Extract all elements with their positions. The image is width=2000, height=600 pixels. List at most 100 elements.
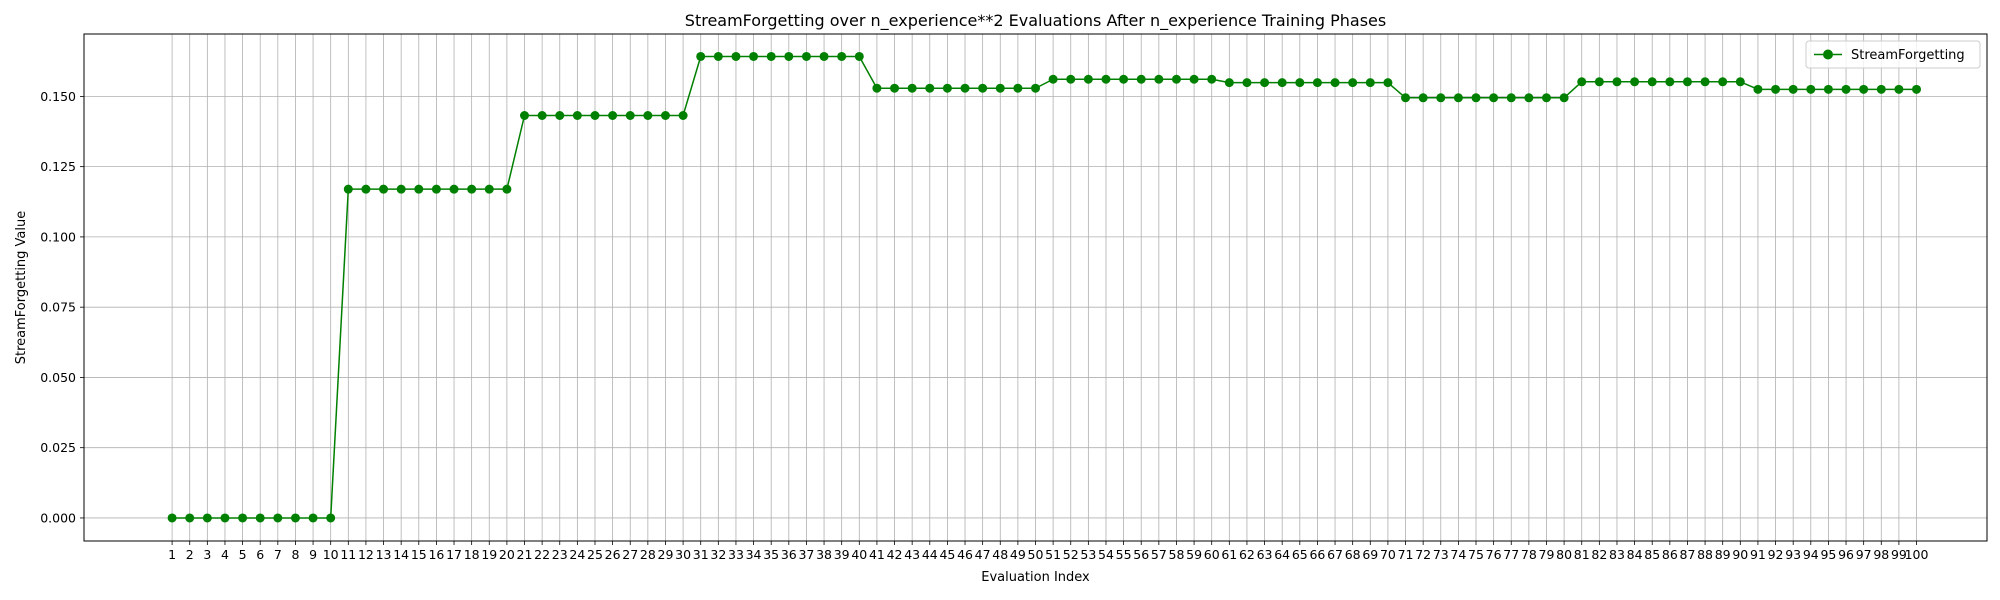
data-point [1401, 93, 1411, 103]
data-point [625, 111, 635, 121]
x-tick-label: 72 [1415, 547, 1431, 562]
data-point [1207, 74, 1217, 84]
x-tick-label: 69 [1362, 547, 1378, 562]
data-point [1630, 77, 1640, 87]
data-point [1330, 78, 1340, 88]
y-tick-label: 0.150 [40, 89, 76, 104]
data-point [608, 111, 618, 121]
data-point [1771, 84, 1781, 94]
x-tick-label: 83 [1609, 547, 1625, 562]
data-point [502, 184, 512, 194]
data-point [1700, 77, 1710, 87]
data-point [1189, 74, 1199, 84]
x-tick-label: 46 [957, 547, 973, 562]
y-tick-label: 0.050 [40, 370, 76, 385]
x-tick-label: 10 [323, 547, 339, 562]
x-tick-label: 70 [1380, 547, 1396, 562]
x-tick-label: 20 [499, 547, 515, 562]
x-tick-label: 34 [746, 547, 762, 562]
data-point [1876, 84, 1886, 94]
x-tick-label: 38 [816, 547, 832, 562]
x-tick-label: 37 [798, 547, 814, 562]
x-tick-label: 29 [658, 547, 674, 562]
x-tick-label: 36 [781, 547, 797, 562]
axis-ticks: 1 2 3 4 5 6 7 8 9 10 11 12 13 14 15 16 17 18 19 20 21 22 23 24 2… [40, 89, 1928, 562]
x-tick-label: 11 [340, 547, 356, 562]
data-point [1788, 84, 1798, 94]
data-point [1348, 78, 1358, 88]
x-tick-label: 97 [1856, 547, 1872, 562]
x-tick-label: 67 [1327, 547, 1343, 562]
y-tick-label: 0.075 [40, 300, 76, 315]
x-tick-label: 98 [1873, 547, 1889, 562]
x-tick-label: 99 [1891, 547, 1907, 562]
x-tick-label: 65 [1292, 547, 1308, 562]
x-tick-label: 23 [552, 547, 568, 562]
data-point [537, 111, 547, 121]
data-point [678, 111, 688, 121]
data-point [890, 83, 900, 93]
data-point [1559, 93, 1569, 103]
data-point [1524, 93, 1534, 103]
data-point [185, 513, 195, 523]
data-point [1383, 78, 1393, 88]
x-tick-label: 71 [1398, 547, 1414, 562]
x-tick-label: 87 [1680, 547, 1696, 562]
data-point [1594, 77, 1604, 87]
x-tick-label: 3 [203, 547, 211, 562]
x-tick-label: 55 [1116, 547, 1132, 562]
x-tick-label: 91 [1750, 547, 1766, 562]
y-axis-label: StreamForgetting Value [14, 211, 29, 365]
data-point [978, 83, 988, 93]
x-tick-label: 86 [1662, 547, 1678, 562]
x-tick-label: 18 [464, 547, 480, 562]
x-tick-label: 35 [763, 547, 779, 562]
x-tick-label: 59 [1186, 547, 1202, 562]
x-tick-label: 74 [1450, 547, 1466, 562]
x-tick-label: 88 [1697, 547, 1713, 562]
chart-title: StreamForgetting over n_experience**2 Ev… [685, 11, 1386, 31]
x-tick-label: 32 [710, 547, 726, 562]
data-point [484, 184, 494, 194]
legend-label: StreamForgetting [1851, 48, 1965, 63]
legend: StreamForgetting [1805, 40, 1981, 69]
data-point [1894, 84, 1904, 94]
data-point [361, 184, 371, 194]
data-point [1612, 77, 1622, 87]
data-point [1823, 84, 1833, 94]
x-tick-label: 57 [1151, 547, 1167, 562]
data-point [273, 513, 283, 523]
data-point [1647, 77, 1657, 87]
data-point [1171, 74, 1181, 84]
data-point [1418, 93, 1428, 103]
data-point [520, 111, 530, 121]
x-tick-label: 58 [1169, 547, 1185, 562]
data-point [1101, 74, 1111, 84]
data-point [255, 513, 265, 523]
data-point [1682, 77, 1692, 87]
data-point [572, 111, 582, 121]
data-point [1471, 93, 1481, 103]
x-tick-label: 2 [186, 547, 194, 562]
x-tick-label: 21 [517, 547, 533, 562]
data-point [801, 51, 811, 61]
data-point [1541, 93, 1551, 103]
x-tick-label: 4 [221, 547, 229, 562]
data-point [555, 111, 565, 121]
data-point [872, 83, 882, 93]
y-tick-label: 0.000 [40, 510, 76, 525]
data-point [1277, 78, 1287, 88]
data-point [696, 51, 706, 61]
x-tick-label: 8 [291, 547, 299, 562]
x-tick-label: 5 [239, 547, 247, 562]
data-point [1365, 78, 1375, 88]
data-point [1753, 84, 1763, 94]
data-point [837, 51, 847, 61]
data-point [854, 51, 864, 61]
x-tick-label: 75 [1468, 547, 1484, 562]
data-point [766, 51, 776, 61]
x-tick-label: 40 [851, 547, 867, 562]
x-tick-label: 90 [1732, 547, 1748, 562]
x-tick-label: 50 [1028, 547, 1044, 562]
series-layer [167, 51, 1922, 523]
